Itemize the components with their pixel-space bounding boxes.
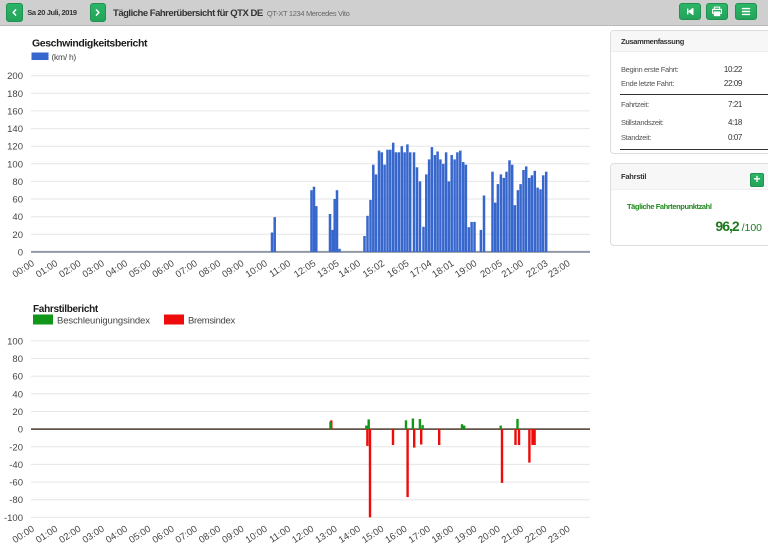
svg-text:19:00: 19:00 [453,258,479,280]
svg-text:07:00: 07:00 [174,258,200,280]
svg-text:0: 0 [18,425,23,436]
svg-text:18:01: 18:01 [430,258,456,280]
svg-text:04:00: 04:00 [104,258,130,280]
svg-text:20:05: 20:05 [478,258,504,280]
svg-text:09:00: 09:00 [220,524,246,546]
svg-text:-40: -40 [9,460,23,471]
svg-text:11:00: 11:00 [267,524,292,546]
svg-text:16:00: 16:00 [383,524,409,546]
svg-text:100: 100 [7,336,23,347]
svg-text:0: 0 [18,247,23,258]
svg-text:160: 160 [7,106,23,117]
svg-text:21:00: 21:00 [500,258,526,280]
svg-text:22:03: 22:03 [524,258,550,280]
svg-text:06:00: 06:00 [150,258,176,280]
svg-text:03:00: 03:00 [81,524,107,546]
svg-text:19:00: 19:00 [453,524,479,546]
svg-text:08:00: 08:00 [197,258,223,280]
svg-text:(km/ h): (km/ h) [52,52,77,62]
svg-text:20: 20 [12,407,23,418]
svg-text:01:00: 01:00 [34,258,60,280]
svg-text:Fahrstilbericht: Fahrstilbericht [33,304,99,315]
svg-text:07:00: 07:00 [174,524,200,546]
svg-text:15:00: 15:00 [360,524,386,546]
svg-text:22:00: 22:00 [523,524,549,546]
svg-text:11:00: 11:00 [267,258,292,280]
svg-text:10:00: 10:00 [244,258,270,280]
svg-text:20:00: 20:00 [476,524,502,546]
svg-text:06:00: 06:00 [150,524,176,546]
svg-text:01:00: 01:00 [34,524,60,546]
svg-text:Geschwindigkeitsbericht: Geschwindigkeitsbericht [32,38,148,50]
svg-text:-20: -20 [9,442,23,453]
svg-text:-100: -100 [4,513,23,524]
svg-text:03:00: 03:00 [81,258,107,280]
svg-text:18:00: 18:00 [430,524,456,546]
svg-text:17:04: 17:04 [408,258,434,280]
svg-text:100: 100 [7,159,23,170]
svg-text:23:00: 23:00 [546,258,572,280]
svg-text:15:02: 15:02 [361,258,387,280]
svg-text:17:00: 17:00 [407,524,433,546]
svg-text:02:00: 02:00 [57,258,83,280]
svg-text:200: 200 [7,71,23,82]
svg-text:120: 120 [7,142,23,153]
svg-text:80: 80 [12,354,23,365]
svg-text:-60: -60 [9,478,23,489]
svg-text:Beschleunigungsindex: Beschleunigungsindex [57,316,150,327]
svg-text:20: 20 [12,230,23,241]
svg-text:140: 140 [7,124,23,135]
svg-text:21:00: 21:00 [500,524,526,546]
svg-text:05:00: 05:00 [127,258,153,280]
svg-text:10:00: 10:00 [244,524,270,546]
svg-text:05:00: 05:00 [127,524,153,546]
svg-text:04:00: 04:00 [104,524,130,546]
svg-text:12:00: 12:00 [290,524,316,546]
svg-text:60: 60 [12,372,23,383]
svg-text:14:00: 14:00 [337,524,363,546]
svg-text:12:05: 12:05 [292,258,318,280]
svg-text:180: 180 [7,89,23,100]
svg-text:00:00: 00:00 [11,524,37,546]
svg-text:-80: -80 [9,495,23,506]
svg-text:02:00: 02:00 [57,524,83,546]
svg-text:00:00: 00:00 [11,258,37,280]
svg-text:40: 40 [12,212,23,223]
svg-text:13:00: 13:00 [313,524,339,546]
svg-text:14:00: 14:00 [337,258,363,280]
svg-text:16:05: 16:05 [385,258,411,280]
svg-text:13:05: 13:05 [315,258,341,280]
svg-text:08:00: 08:00 [197,524,223,546]
svg-text:Bremsindex: Bremsindex [188,316,235,327]
svg-text:23:00: 23:00 [546,524,572,546]
svg-text:60: 60 [12,195,23,206]
svg-text:09:00: 09:00 [220,258,246,280]
svg-text:80: 80 [12,177,23,188]
svg-text:40: 40 [12,389,23,400]
